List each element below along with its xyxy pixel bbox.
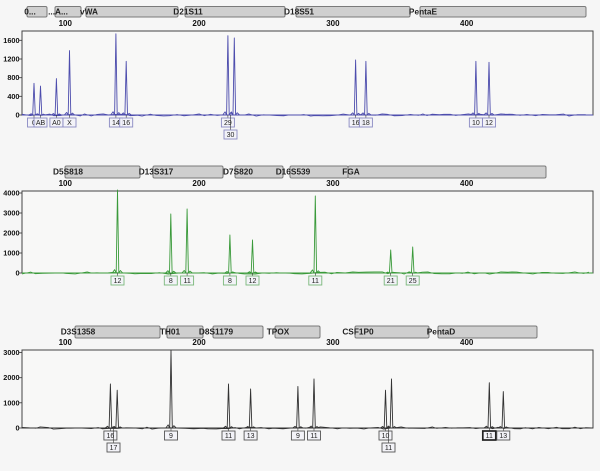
- svg-text:30: 30: [227, 132, 235, 139]
- svg-text:300: 300: [326, 19, 340, 28]
- svg-text:9: 9: [169, 433, 173, 440]
- svg-text:1000: 1000: [3, 249, 19, 258]
- svg-text:16: 16: [122, 120, 130, 127]
- svg-text:TPOX: TPOX: [267, 327, 290, 337]
- svg-text:300: 300: [326, 338, 340, 347]
- svg-text:8: 8: [228, 278, 232, 285]
- svg-text:400: 400: [7, 92, 19, 101]
- svg-text:9: 9: [296, 433, 300, 440]
- svg-text:100: 100: [59, 179, 73, 188]
- svg-text:12: 12: [485, 120, 493, 127]
- svg-text:25: 25: [409, 278, 417, 285]
- svg-text:14: 14: [112, 120, 120, 127]
- svg-text:12: 12: [249, 278, 257, 285]
- svg-text:2000: 2000: [3, 373, 19, 382]
- svg-text:11: 11: [310, 433, 317, 440]
- svg-text:11: 11: [486, 433, 493, 440]
- svg-text:CSF1P0: CSF1P0: [342, 327, 374, 337]
- svg-text:12: 12: [114, 278, 122, 285]
- svg-text:16: 16: [352, 120, 360, 127]
- svg-text:vWA: vWA: [80, 6, 98, 16]
- svg-text:100: 100: [59, 19, 73, 28]
- svg-text:D16S539: D16S539: [276, 167, 311, 177]
- svg-text:PentaD: PentaD: [427, 327, 456, 337]
- svg-text:11: 11: [225, 433, 232, 440]
- svg-text:1600: 1600: [3, 36, 19, 45]
- svg-text:FGA: FGA: [342, 167, 360, 177]
- svg-text:21: 21: [387, 278, 395, 285]
- svg-text:0: 0: [15, 269, 19, 278]
- svg-text:0...: 0...: [24, 6, 36, 16]
- svg-text:...A...: ...A...: [48, 6, 68, 16]
- svg-text:2000: 2000: [3, 229, 19, 238]
- svg-text:D3S1358: D3S1358: [61, 327, 96, 337]
- svg-text:0: 0: [15, 424, 19, 433]
- svg-text:3000: 3000: [3, 209, 19, 218]
- svg-text:D5S818: D5S818: [53, 167, 83, 177]
- svg-text:17: 17: [110, 445, 118, 452]
- svg-text:400: 400: [460, 338, 474, 347]
- svg-text:TH01: TH01: [160, 327, 181, 337]
- svg-text:18: 18: [362, 120, 370, 127]
- svg-text:800: 800: [7, 73, 19, 82]
- svg-text:D21S11: D21S11: [173, 6, 203, 16]
- svg-text:X: X: [67, 120, 72, 127]
- svg-text:1200: 1200: [3, 55, 19, 64]
- svg-text:10: 10: [472, 120, 480, 127]
- svg-text:D18S51: D18S51: [284, 6, 314, 16]
- svg-text:1000: 1000: [3, 398, 19, 407]
- svg-text:D7S820: D7S820: [223, 167, 253, 177]
- svg-text:11: 11: [183, 278, 190, 285]
- svg-text:200: 200: [192, 19, 206, 28]
- svg-text:11: 11: [312, 278, 319, 285]
- svg-text:AB: AB: [36, 120, 46, 127]
- svg-text:D13S317: D13S317: [139, 167, 174, 177]
- svg-text:13: 13: [499, 433, 507, 440]
- svg-text:D8S1179: D8S1179: [199, 327, 234, 337]
- svg-text:8: 8: [169, 278, 173, 285]
- svg-text:13: 13: [247, 433, 255, 440]
- svg-text:300: 300: [326, 179, 340, 188]
- svg-text:400: 400: [460, 179, 474, 188]
- svg-text:4000: 4000: [3, 189, 19, 198]
- svg-text:200: 200: [192, 179, 206, 188]
- svg-text:11: 11: [385, 445, 392, 452]
- svg-text:0: 0: [15, 111, 19, 120]
- svg-text:A0: A0: [52, 120, 61, 127]
- svg-text:PentaE: PentaE: [409, 6, 438, 16]
- svg-text:100: 100: [59, 338, 73, 347]
- svg-text:3000: 3000: [3, 348, 19, 357]
- svg-text:200: 200: [192, 338, 206, 347]
- svg-text:400: 400: [460, 19, 474, 28]
